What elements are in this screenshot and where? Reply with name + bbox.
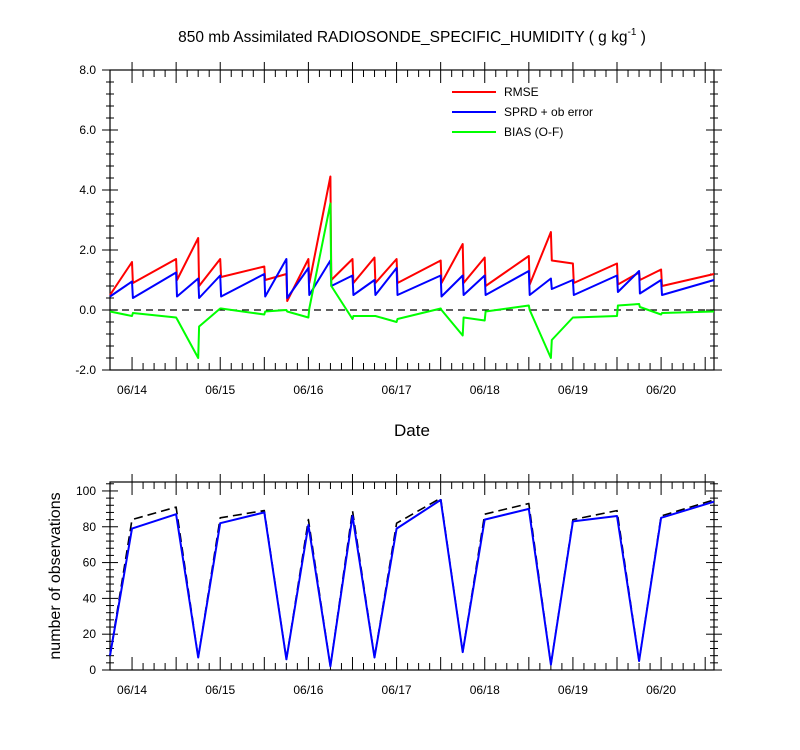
plot-frame <box>109 69 715 371</box>
y-tick-label: 40 <box>83 591 97 605</box>
series-line-sprd-ob-error <box>109 258 715 299</box>
y-tick-label: 8.0 <box>79 63 96 77</box>
x-tick-label: 06/18 <box>470 683 500 697</box>
y-tick-label: 0 <box>89 663 96 677</box>
legend-label: BIAS (O-F) <box>504 125 563 139</box>
x-tick-label: 06/16 <box>293 683 323 697</box>
y-tick-label: 6.0 <box>79 123 96 137</box>
observations-panel: 0 20 40 60 80 100 06/14 06/15 06/16 06/17 06/18 06/… <box>47 474 722 697</box>
chart-title: 850 mb Assimilated RADIOSONDE_SPECIFIC_H… <box>178 27 646 46</box>
y-tick-label: 60 <box>83 556 97 570</box>
x-tick-label: 06/18 <box>470 383 500 397</box>
y-axis-title: number of observations <box>47 492 64 659</box>
y-tick-label: 0.0 <box>79 303 96 317</box>
x-tick-label: 06/17 <box>382 683 412 697</box>
legend-label: RMSE <box>504 85 539 99</box>
y-tick-label: 4.0 <box>79 183 96 197</box>
x-tick-label: 06/15 <box>205 683 235 697</box>
x-tick-label: 06/17 <box>382 383 412 397</box>
x-tick-label: 06/16 <box>293 383 323 397</box>
series-line-observations-used <box>109 498 715 668</box>
humidity-panel: -2.0 0.0 2.0 4.0 6.0 8.0 06/14 06/15 06/16 06/17 0… <box>75 62 722 397</box>
legend-label: SPRD + ob error <box>504 105 593 119</box>
y-tick-label: 2.0 <box>79 243 96 257</box>
series-line-rmse <box>109 175 715 302</box>
x-tick-label: 06/14 <box>117 683 147 697</box>
x-tick-label: 06/20 <box>646 383 676 397</box>
y-tick-label: 80 <box>83 520 97 534</box>
x-tick-label: 06/19 <box>558 683 588 697</box>
x-tick-label: 06/14 <box>117 383 147 397</box>
x-tick-label: 06/15 <box>205 383 235 397</box>
y-tick-label: 20 <box>83 627 97 641</box>
x-tick-label: 06/19 <box>558 383 588 397</box>
y-tick-label: -2.0 <box>75 363 96 377</box>
x-axis-title: Date <box>394 421 430 440</box>
x-tick-label: 06/20 <box>646 683 676 697</box>
series-line-bias-o-f <box>109 202 715 359</box>
y-tick-label: 100 <box>76 484 96 498</box>
plot-frame <box>109 481 715 671</box>
